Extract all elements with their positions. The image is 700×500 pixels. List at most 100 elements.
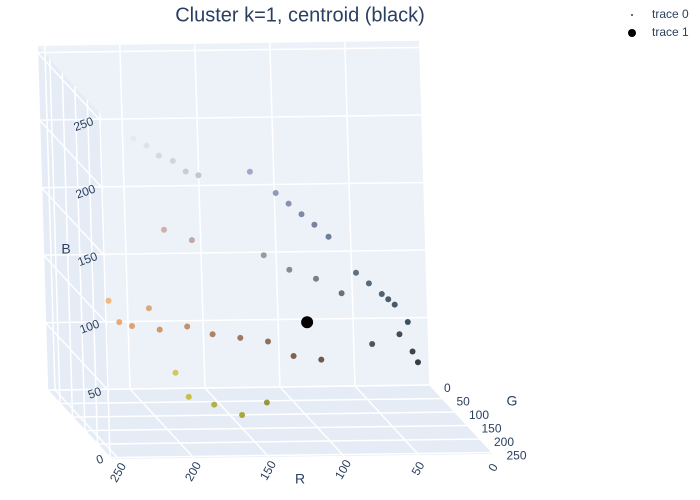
data-point xyxy=(365,280,372,287)
x-axis-title: R xyxy=(295,471,305,487)
x-tick-label: 100 xyxy=(332,457,354,482)
floor-pane xyxy=(47,385,494,459)
grid-line xyxy=(61,72,74,418)
legend-marker xyxy=(631,14,633,16)
grid-line xyxy=(46,389,112,460)
data-point xyxy=(211,401,218,408)
x-tick-label: 200 xyxy=(182,459,204,484)
grid-line xyxy=(279,386,345,457)
data-point xyxy=(195,172,202,179)
grid-line xyxy=(44,45,56,391)
grid-line xyxy=(194,43,206,389)
grid-line xyxy=(204,387,270,458)
grid-line xyxy=(59,397,443,405)
grid-line xyxy=(44,322,110,392)
grid-line xyxy=(40,187,106,257)
data-point xyxy=(385,296,392,303)
grid-line xyxy=(39,114,423,121)
data-point xyxy=(414,359,421,366)
y-tick-label: 200 xyxy=(494,435,514,449)
z-tick-label: 0 xyxy=(94,451,105,467)
data-point xyxy=(145,305,152,312)
data-point xyxy=(313,275,319,282)
data-point xyxy=(369,341,376,348)
grid-line xyxy=(42,254,108,325)
grid-line xyxy=(54,389,120,460)
data-point xyxy=(396,331,403,338)
data-point xyxy=(338,290,345,297)
back-pane xyxy=(37,40,431,391)
grid-line xyxy=(419,40,431,386)
grid-line xyxy=(86,99,99,445)
grid-line xyxy=(354,385,420,456)
data-point xyxy=(391,301,398,308)
data-point xyxy=(130,135,137,142)
data-point xyxy=(116,319,123,326)
data-point xyxy=(286,266,293,273)
data-point xyxy=(237,334,244,341)
y-tick-label: 100 xyxy=(469,408,489,422)
grid-line xyxy=(429,384,495,455)
legend-label: trace 1 xyxy=(652,25,689,39)
data-point xyxy=(172,369,179,376)
grid-line xyxy=(97,438,481,445)
grid-line xyxy=(344,41,356,387)
y-tick-label: 0 xyxy=(444,381,451,395)
grid-line xyxy=(72,411,456,418)
z-axis-title: B xyxy=(61,241,70,257)
data-point xyxy=(209,331,216,338)
data-point xyxy=(409,348,416,355)
y-tick-label: 150 xyxy=(482,422,502,436)
data-point xyxy=(353,269,359,276)
data-point xyxy=(325,233,332,240)
z-tick-label: 250 xyxy=(72,114,96,134)
legend-label: trace 0 xyxy=(652,7,689,21)
grid-line xyxy=(36,45,49,391)
grid-line xyxy=(109,451,493,459)
z-tick-label: 100 xyxy=(78,316,102,336)
data-point xyxy=(239,412,246,418)
grid-line xyxy=(269,42,281,388)
data-point xyxy=(182,168,189,175)
grid-line xyxy=(36,52,102,122)
data-point xyxy=(185,393,192,400)
grid-line xyxy=(38,119,104,190)
data-point xyxy=(143,142,150,149)
legend-marker xyxy=(628,29,636,37)
y-tick-label: 250 xyxy=(507,449,527,463)
data-point xyxy=(260,252,267,259)
data-point xyxy=(272,190,279,196)
grid-line xyxy=(74,86,86,431)
data-point xyxy=(298,211,305,218)
grid-line xyxy=(45,316,429,324)
x-tick-label: 0 xyxy=(485,461,501,474)
grid-line xyxy=(119,44,131,390)
y-tick-label: 50 xyxy=(457,395,471,409)
grid-line xyxy=(84,424,468,432)
data-point xyxy=(188,237,195,244)
x-tick-label: 150 xyxy=(257,458,279,483)
z-tick-label: 200 xyxy=(74,181,98,201)
data-point xyxy=(404,318,411,325)
data-point xyxy=(156,326,163,333)
data-point xyxy=(105,297,112,304)
data-point xyxy=(184,323,191,330)
grid-line xyxy=(49,59,61,404)
grid-line xyxy=(47,384,431,391)
data-point xyxy=(155,152,162,159)
data-point xyxy=(161,226,167,233)
x-tick-label: 50 xyxy=(409,459,428,478)
y-axis-title: G xyxy=(507,393,518,409)
grid-line xyxy=(41,181,425,189)
data-point xyxy=(169,157,176,164)
data-point xyxy=(285,200,292,207)
z-tick-label: 150 xyxy=(76,249,100,269)
data-point xyxy=(290,352,297,359)
data-point xyxy=(129,322,135,329)
grid-line xyxy=(43,249,427,256)
x-tick-label: 250 xyxy=(107,460,129,485)
data-point xyxy=(378,291,385,297)
data-point xyxy=(265,338,271,345)
grid-line xyxy=(99,113,111,458)
data-point xyxy=(246,168,253,175)
